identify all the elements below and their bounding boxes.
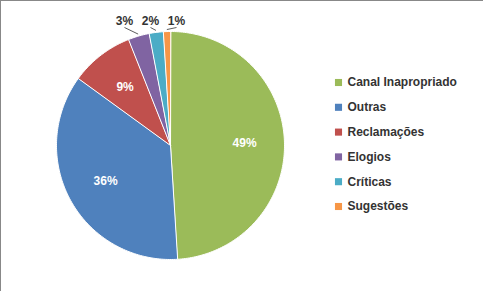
svg-text:36%: 36% xyxy=(94,174,118,188)
svg-text:Críticas: Críticas xyxy=(348,175,392,189)
svg-text:Sugestões: Sugestões xyxy=(348,199,409,213)
svg-text:49%: 49% xyxy=(233,136,257,150)
svg-text:3%: 3% xyxy=(116,14,134,28)
svg-text:Reclamações: Reclamações xyxy=(348,125,425,139)
svg-text:Elogios: Elogios xyxy=(348,150,392,164)
svg-text:1%: 1% xyxy=(168,14,186,28)
svg-text:9%: 9% xyxy=(116,80,134,94)
svg-text:Outras: Outras xyxy=(348,100,387,114)
svg-text:Canal Inapropriado: Canal Inapropriado xyxy=(348,75,457,89)
svg-text:2%: 2% xyxy=(142,14,160,28)
